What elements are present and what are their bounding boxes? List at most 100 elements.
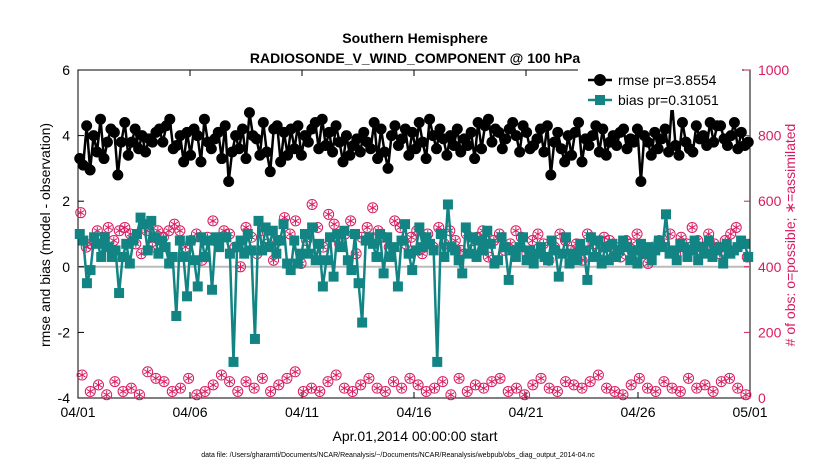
- bias-point: [475, 235, 486, 246]
- obs-lower-assimilated-marker: [463, 387, 471, 396]
- rmse-point: [496, 143, 508, 155]
- rmse-point: [84, 164, 96, 176]
- bias-point: [485, 238, 496, 249]
- rmse-point: [663, 146, 675, 158]
- obs-upper-assimilated-marker: [726, 230, 735, 238]
- rmse-point: [559, 156, 571, 168]
- bias-point: [686, 245, 697, 256]
- bias-point: [628, 245, 639, 256]
- bias-point: [167, 251, 178, 262]
- bias-point: [392, 281, 403, 292]
- y-tick-label: 4: [62, 128, 70, 144]
- asterisk-stroke: [365, 375, 373, 381]
- bias-point: [292, 258, 303, 269]
- bias-point: [450, 245, 461, 256]
- rmse-point: [427, 130, 439, 142]
- asterisk-stroke: [553, 389, 562, 394]
- bias-point: [207, 284, 218, 295]
- obs-lower-assimilated-marker: [701, 380, 709, 389]
- obs-lower-assimilated-marker: [479, 384, 488, 393]
- bias-point: [367, 238, 378, 249]
- rmse-point: [531, 133, 543, 145]
- asterisk-stroke: [165, 228, 173, 234]
- rmse-point: [379, 146, 391, 158]
- bias-point: [582, 274, 593, 285]
- rmse-point: [302, 136, 314, 148]
- obs-lower-assimilated-marker: [299, 387, 308, 396]
- asterisk-stroke: [407, 234, 415, 240]
- obs-lower-assimilated-marker: [266, 387, 275, 396]
- rmse-point: [108, 126, 120, 138]
- bias-point: [124, 258, 135, 269]
- asterisk-stroke: [234, 389, 242, 394]
- obs-lower-assimilated-marker: [152, 374, 160, 383]
- asterisk-stroke: [111, 379, 119, 385]
- asterisk-stroke: [236, 264, 245, 270]
- rmse-point: [385, 130, 397, 142]
- asterisk-stroke: [110, 238, 118, 243]
- asterisk-stroke: [594, 372, 603, 378]
- obs-lower-assimilated-marker: [127, 384, 135, 393]
- asterisk-stroke: [93, 228, 102, 234]
- asterisk-stroke: [308, 202, 316, 207]
- rmse-point: [555, 143, 567, 155]
- obs-lower-assimilated-marker: [160, 377, 168, 386]
- obs-lower-assimilated-marker: [512, 384, 521, 393]
- obs-lower-assimilated-marker: [488, 377, 496, 386]
- asterisk-stroke: [176, 385, 185, 391]
- obs-lower-assimilated-marker: [307, 384, 316, 393]
- rmse-point: [507, 116, 519, 128]
- obs-lower-possible-marker: [510, 382, 522, 394]
- obs-lower-assimilated-marker: [209, 380, 217, 389]
- obs-upper-assimilated-marker: [534, 230, 542, 238]
- obs-upper-assimilated-marker: [291, 216, 300, 225]
- obs-lower-possible-marker: [404, 372, 416, 384]
- asterisk-stroke: [463, 389, 471, 394]
- obs-upper-assimilated-marker: [407, 233, 415, 242]
- obs-lower-assimilated-marker: [578, 384, 586, 393]
- obs-lower-possible-marker: [183, 372, 195, 384]
- asterisk-stroke: [324, 379, 332, 385]
- rmse-point: [292, 120, 304, 132]
- bias-point: [528, 258, 539, 269]
- obs-lower-assimilated-marker: [283, 374, 291, 383]
- obs-lower-possible-marker: [101, 389, 113, 401]
- rmse-point: [697, 130, 709, 142]
- asterisk-stroke: [184, 375, 193, 381]
- obs-upper-assimilated-marker: [121, 223, 129, 232]
- rmse-point: [469, 153, 481, 165]
- rmse-point: [101, 136, 113, 148]
- rmse-point: [583, 139, 595, 151]
- bias-point: [407, 265, 418, 276]
- asterisk-stroke: [397, 385, 406, 391]
- bias-point: [328, 271, 339, 282]
- asterisk-stroke: [561, 379, 570, 385]
- legend-label: rmse pr=3.8554: [618, 72, 717, 88]
- asterisk-stroke: [742, 392, 750, 398]
- rmse-point: [344, 149, 356, 161]
- rmse-point: [126, 136, 138, 148]
- x-tick-label: 04/01: [60, 404, 95, 420]
- obs-lower-possible-marker: [674, 385, 686, 397]
- rmse-point: [112, 169, 124, 181]
- obs-upper-possible-marker: [510, 225, 522, 237]
- obs-lower-possible-marker: [412, 379, 424, 391]
- bias-point: [99, 232, 110, 243]
- obs-upper-assimilated-marker: [346, 216, 355, 225]
- asterisk-stroke: [275, 382, 283, 388]
- obs-lower-assimilated-marker: [86, 387, 95, 396]
- obs-lower-assimilated-marker: [135, 390, 144, 399]
- x-tick-label: 04/26: [620, 404, 655, 420]
- bias-point: [242, 229, 253, 239]
- rmse-point: [320, 139, 332, 151]
- rmse-point: [514, 146, 526, 158]
- asterisk-stroke: [269, 257, 278, 263]
- asterisk-stroke: [324, 211, 333, 217]
- obs-lower-assimilated-marker: [496, 374, 504, 383]
- bias-point: [224, 248, 235, 259]
- obs-lower-assimilated-marker: [553, 387, 562, 396]
- bias-point: [543, 255, 554, 266]
- bias-point: [357, 317, 368, 328]
- bias-point: [278, 219, 289, 230]
- obs-lower-assimilated-marker: [324, 377, 332, 386]
